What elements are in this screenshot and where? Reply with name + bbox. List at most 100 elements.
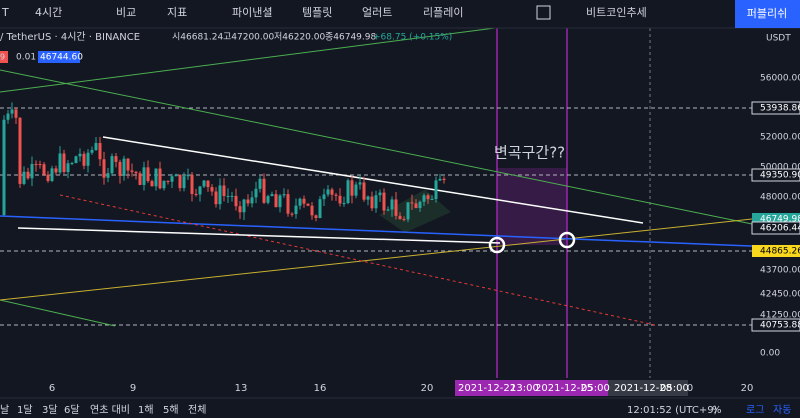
candle-body xyxy=(378,192,382,196)
candle-body xyxy=(18,117,22,184)
pattern xyxy=(379,189,451,233)
candle-body xyxy=(14,109,18,118)
time-marker: 13:00 xyxy=(510,383,539,394)
range-button[interactable]: 5해 xyxy=(163,403,179,416)
candle-body xyxy=(22,171,26,184)
time-marker: 2021-12-28 xyxy=(614,383,672,394)
percent[interactable]: % xyxy=(712,405,722,416)
time-label: 20 xyxy=(421,383,434,394)
symbol[interactable]: T xyxy=(1,6,9,19)
price-label: 53938.86 xyxy=(760,104,800,114)
candle-body xyxy=(110,156,114,174)
badge-text: 9 xyxy=(0,53,5,62)
candles xyxy=(2,102,446,223)
candle-body xyxy=(146,167,150,182)
candle-body xyxy=(386,209,390,211)
candle-body xyxy=(254,188,258,198)
trendline xyxy=(0,69,753,225)
candle-body xyxy=(6,113,10,120)
candle-body xyxy=(122,158,126,176)
candle-body xyxy=(70,163,74,165)
financials[interactable]: 파이낸셜 xyxy=(232,6,272,19)
candle-body xyxy=(226,195,230,197)
alert[interactable]: 얼러트 xyxy=(362,5,392,19)
candle-body xyxy=(170,176,174,182)
candle-body xyxy=(242,199,246,213)
bid[interactable]: 46744.60 xyxy=(40,53,83,63)
bottom-bar xyxy=(0,398,800,418)
compare[interactable]: 비교 xyxy=(116,6,136,19)
range-button[interactable]: 1달 xyxy=(17,404,33,416)
candle-body xyxy=(94,143,98,150)
price-label-box xyxy=(751,101,800,115)
toolbar xyxy=(0,0,800,28)
replay[interactable]: 리플레이 xyxy=(423,6,463,19)
candle-body xyxy=(238,206,242,213)
log[interactable]: 로그 xyxy=(746,405,764,416)
candle-body xyxy=(330,189,334,195)
range-button[interactable]: 연초 대비 xyxy=(90,404,130,416)
bid-box[interactable] xyxy=(38,51,80,63)
candle-body xyxy=(102,159,106,178)
candle-body xyxy=(210,187,214,192)
time-label: 0 xyxy=(687,383,693,394)
channel-bottom xyxy=(17,227,501,244)
candle-body xyxy=(74,156,78,164)
indicators[interactable]: 지표 xyxy=(167,6,187,19)
publish-button[interactable] xyxy=(735,0,800,28)
candle-body xyxy=(294,205,298,215)
range-button[interactable]: 전체 xyxy=(188,404,206,416)
candle-body xyxy=(326,189,330,195)
candle-body xyxy=(410,202,414,204)
price-label: 41250.00 xyxy=(760,311,800,321)
candle-body xyxy=(142,167,146,185)
price-label: 0.00 xyxy=(760,349,780,359)
range-button[interactable]: 1해 xyxy=(138,403,154,416)
badge xyxy=(0,51,8,63)
interval[interactable]: 4시간 xyxy=(35,6,62,19)
candle-body xyxy=(246,199,250,204)
candle-body xyxy=(430,199,434,201)
candle-body xyxy=(66,163,70,173)
candle-body xyxy=(118,161,122,176)
candle-body xyxy=(402,219,406,221)
candle-body xyxy=(2,119,6,215)
candle-body xyxy=(290,213,294,215)
marker-circle xyxy=(558,231,576,249)
time-label: 6 xyxy=(49,383,55,394)
range-button[interactable]: 6달 xyxy=(64,404,80,416)
time-marker: 05:00 xyxy=(581,383,610,394)
time-marker: 2021-12-22 xyxy=(458,383,516,394)
candle-body xyxy=(194,193,198,195)
publish-label[interactable]: 퍼블리쉬 xyxy=(747,7,787,20)
candle-body xyxy=(78,153,82,157)
time-label: 9 xyxy=(130,383,136,394)
range-button[interactable]: 3달 xyxy=(42,404,58,416)
price-label: 46206.44 xyxy=(760,224,800,234)
templates[interactable]: 템플릿 xyxy=(302,6,332,19)
range-button[interactable]: 날 xyxy=(0,404,9,416)
candle-body xyxy=(218,185,222,205)
candle-body xyxy=(150,181,154,187)
candle-body xyxy=(98,143,102,160)
candle-body xyxy=(382,192,386,211)
candle-body xyxy=(318,199,322,218)
auto[interactable]: 자동 xyxy=(773,404,791,416)
candle-body xyxy=(274,194,278,208)
candle-body xyxy=(186,174,190,177)
time-highlight xyxy=(455,380,655,396)
legend-change: +68.75 (+0.15%) xyxy=(373,33,452,43)
candle-body xyxy=(106,173,110,178)
candle-body xyxy=(174,174,178,177)
candle-body xyxy=(162,180,166,189)
candle-body xyxy=(230,195,234,197)
trendline xyxy=(0,27,496,93)
candle-body xyxy=(394,199,398,216)
time-marker: 2021-12-25 xyxy=(535,383,593,394)
layout-name[interactable]: 비트코인추세 xyxy=(586,6,647,19)
qty: 0.01 xyxy=(16,53,36,63)
candle-body xyxy=(434,180,438,200)
icon[interactable] xyxy=(536,5,551,20)
price-label: 52000.00 xyxy=(760,133,800,143)
